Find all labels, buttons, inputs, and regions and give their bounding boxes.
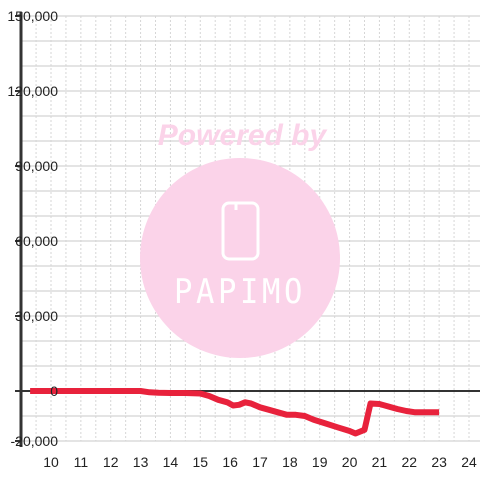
y-tick-label: 30,000 xyxy=(15,308,58,324)
x-tick-label: 20 xyxy=(342,454,358,470)
y-tick-label: 90,000 xyxy=(15,158,58,174)
x-tick-label: 21 xyxy=(372,454,388,470)
watermark: Powered by PAPIMO xyxy=(140,119,340,358)
x-tick-label: 12 xyxy=(103,454,119,470)
x-tick-label: 17 xyxy=(252,454,268,470)
x-tick-label: 14 xyxy=(163,454,179,470)
watermark-brand: PAPIMO xyxy=(174,272,306,312)
phone-icon xyxy=(221,201,260,261)
y-tick-label: -20,000 xyxy=(11,433,59,449)
x-tick-label: 15 xyxy=(192,454,208,470)
watermark-powered-by: Powered by xyxy=(158,119,328,152)
x-tick-label: 23 xyxy=(431,454,447,470)
x-tick-label: 22 xyxy=(401,454,417,470)
series-layer xyxy=(30,388,440,437)
y-tick-label: 150,000 xyxy=(7,8,58,24)
x-tick-label: 24 xyxy=(461,454,477,470)
series-line xyxy=(30,388,440,437)
y-tick-label: 0 xyxy=(50,383,58,399)
y-tick-label: 120,000 xyxy=(7,83,58,99)
x-tick-label: 10 xyxy=(43,454,59,470)
x-tick-label: 18 xyxy=(282,454,298,470)
x-tick-label: 11 xyxy=(74,454,89,470)
x-tick-label: 16 xyxy=(222,454,238,470)
x-tick-label: 13 xyxy=(133,454,149,470)
tick-labels: -20,000 0 30,000 60,000 90,000 120,000 150,000… xyxy=(7,8,477,470)
x-tick-label: 19 xyxy=(312,454,328,470)
y-tick-label: 60,000 xyxy=(15,233,58,249)
